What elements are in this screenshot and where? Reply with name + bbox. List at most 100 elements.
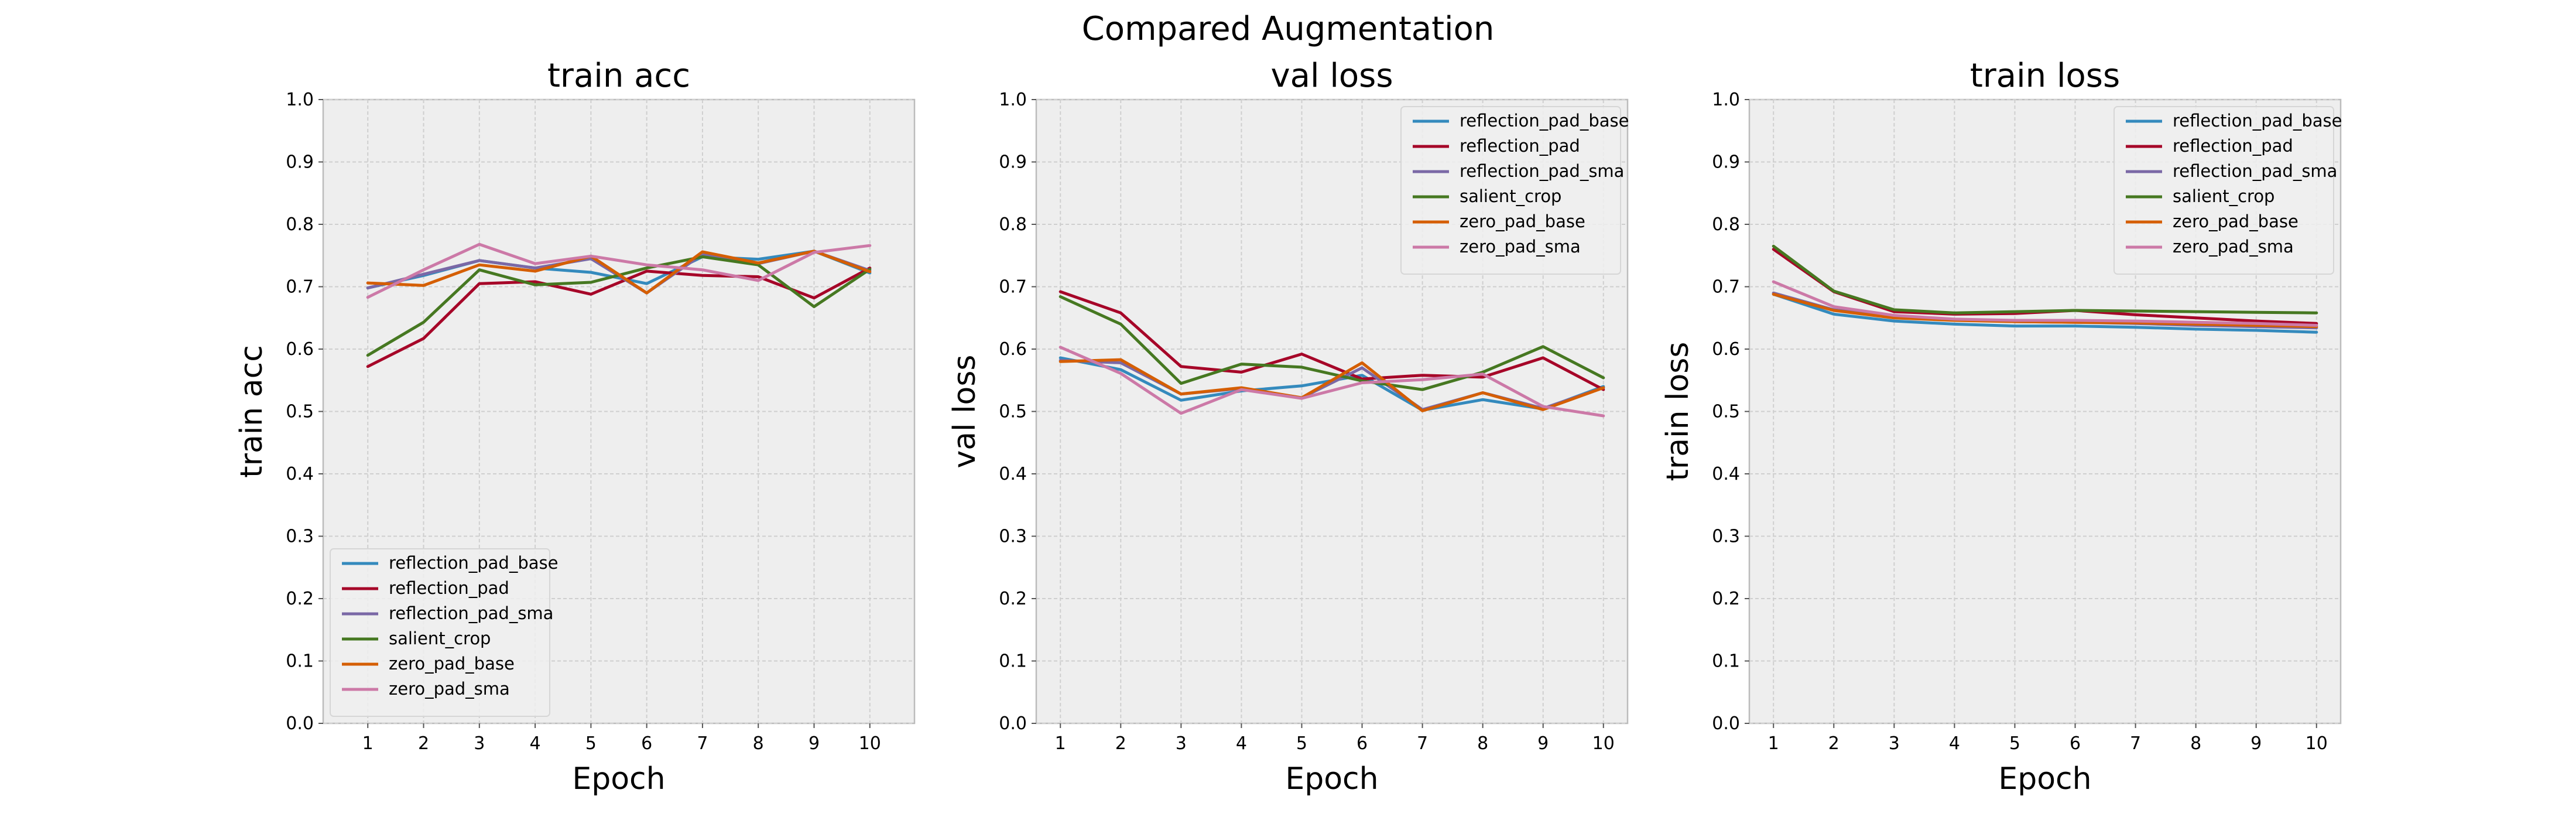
x-tick-label: 7 (697, 733, 708, 754)
x-tick-label: 7 (1417, 733, 1428, 754)
legend-label-reflection-pad-sma: reflection_pad_sma (1460, 161, 1624, 181)
y-tick-label: 0.3 (1712, 527, 1740, 547)
legend: reflection_pad_base reflection_padreflect… (1400, 106, 1629, 275)
x-tick-label: 5 (2009, 733, 2020, 754)
x-tick-label: 4 (1949, 733, 1960, 754)
legend-label-reflection-pad-sma: reflection_pad_sma (2173, 161, 2337, 181)
y-tick-label: 0.5 (1712, 402, 1740, 422)
x-tick-label: 10 (2306, 733, 2328, 754)
chart-val-loss: 0.0 0.1 0.2 0.3 0.4 0.5 0.6 0.7 0.8 0.9 1.0 1 2 3 4 5 6 7… (947, 57, 1629, 797)
chart-train-loss: 0.0 0.1 0.2 0.3 0.4 0.5 0.6 0.7 0.8 0.9 1.0 1 2 3 4 5 6 7… (1660, 57, 2342, 797)
x-tick-label: 3 (1176, 733, 1187, 754)
legend-label-zero-pad-sma: zero_pad_sma (389, 679, 510, 699)
y-tick-label: 0.7 (1712, 277, 1740, 298)
y-tick-label: 0.9 (1712, 152, 1740, 173)
legend-label-salient-crop: salient_crop (2173, 186, 2274, 206)
y-tick-label: 0.8 (999, 214, 1027, 235)
y-tick-label: 0.3 (286, 527, 314, 547)
y-tick-label: 0.2 (999, 589, 1027, 609)
y-tick-label: 0.0 (1712, 713, 1740, 734)
legend-label-reflection-pad-base: reflection_pad_base (389, 553, 558, 573)
legend-box (330, 548, 550, 717)
y-axis-label: train loss (1660, 341, 1695, 481)
x-tick-label: 9 (2250, 733, 2262, 754)
series-line-reflection-pad-base (1772, 292, 2318, 334)
y-tick-label: 1.0 (1712, 90, 1740, 110)
legend-label-reflection-pad-sma: reflection_pad_sma (389, 603, 553, 623)
y-tick-label: 0.7 (286, 277, 314, 298)
legend-label-zero-pad-sma: zero_pad_sma (1460, 237, 1581, 257)
x-axis-label: Epoch (1285, 761, 1378, 797)
y-tick-label: 0.4 (999, 464, 1027, 484)
series-line-salient-crop (1059, 295, 1605, 391)
x-tick-label: 6 (2070, 733, 2081, 754)
legend-label-zero-pad-base: zero_pad_base (2173, 211, 2298, 231)
y-tick-label: 0.4 (286, 464, 314, 484)
legend: reflection_pad_base reflection_padreflect… (330, 548, 558, 717)
x-tick-label: 2 (1828, 733, 1839, 754)
x-tick-label: 4 (1236, 733, 1247, 754)
x-tick-label: 1 (1055, 733, 1066, 754)
series-line-zero-pad-base (366, 250, 872, 295)
y-tick-label: 0.5 (286, 402, 314, 422)
y-tick-label: 0.5 (999, 402, 1027, 422)
figure-title: Compared Augmentation (1082, 10, 1495, 48)
x-tick-label: 9 (809, 733, 820, 754)
x-tick-label: 9 (1537, 733, 1549, 754)
y-tick-label: 0.1 (999, 651, 1027, 672)
y-tick-label: 0.7 (999, 277, 1027, 298)
series-line-salient-crop (1772, 244, 2318, 315)
x-tick-label: 4 (530, 733, 541, 754)
x-tick-label: 6 (641, 733, 652, 754)
y-tick-label: 0.8 (1712, 214, 1740, 235)
x-tick-label: 2 (418, 733, 429, 754)
series-line-zero-pad-sma (1772, 280, 2318, 327)
y-tick-label: 0.0 (999, 713, 1027, 734)
x-tick-label: 5 (1296, 733, 1307, 754)
y-tick-label: 0.0 (286, 713, 314, 734)
legend-label-reflection-pad: reflection_pad (1460, 136, 1580, 156)
legend-label-reflection-pad-base: reflection_pad_base (2173, 111, 2342, 131)
x-tick-label: 8 (1477, 733, 1488, 754)
chart-title: train acc (547, 57, 690, 95)
x-tick-label: 8 (2190, 733, 2201, 754)
chart-train-acc: 0.0 0.1 0.2 0.3 0.4 0.5 0.6 0.7 0.8 0.9 1.0 1 2 3 4 5 6 7… (234, 57, 916, 797)
series-line-reflection-pad (1059, 290, 1605, 391)
legend-label-reflection-pad: reflection_pad (2173, 136, 2293, 156)
x-tick-label: 10 (1592, 733, 1615, 754)
x-tick-label: 1 (1768, 733, 1779, 754)
series-line-zero-pad-sma (366, 242, 872, 299)
legend-label-zero-pad-base: zero_pad_base (1460, 211, 1585, 231)
x-tick-label: 5 (585, 733, 597, 754)
y-tick-label: 1.0 (286, 90, 314, 110)
x-axis-label: Epoch (572, 761, 665, 797)
x-tick-label: 2 (1115, 733, 1126, 754)
chart-title: val loss (1271, 57, 1393, 95)
y-tick-label: 0.9 (286, 152, 314, 173)
y-tick-label: 0.1 (1712, 651, 1740, 672)
plots-container: 0.0 0.1 0.2 0.3 0.4 0.5 0.6 0.7 0.8 0.9 1.0 1 2 3 4 5 6 7… (234, 57, 2342, 797)
x-axis-label: Epoch (1998, 761, 2091, 797)
y-tick-label: 0.6 (1712, 339, 1740, 360)
legend-label-zero-pad-sma: zero_pad_sma (2173, 237, 2294, 257)
x-tick-label: 7 (2130, 733, 2141, 754)
y-tick-label: 0.3 (999, 527, 1027, 547)
x-tick-label: 10 (859, 733, 881, 754)
x-tick-label: 6 (1356, 733, 1368, 754)
x-tick-label: 3 (474, 733, 485, 754)
y-tick-label: 0.6 (286, 339, 314, 360)
series-line-zero-pad-base (1772, 292, 2318, 329)
legend: reflection_pad_base reflection_padreflect… (2113, 106, 2342, 275)
y-axis-label: train acc (234, 345, 269, 478)
legend-label-reflection-pad-base: reflection_pad_base (1460, 111, 1629, 131)
legend-label-zero-pad-base: zero_pad_base (389, 654, 515, 674)
x-tick-label: 1 (362, 733, 374, 754)
legend-box (2113, 106, 2334, 275)
y-tick-label: 1.0 (999, 90, 1027, 110)
legend-label-salient-crop: salient_crop (1460, 186, 1561, 206)
series-line-zero-pad-base (1059, 358, 1605, 412)
x-tick-label: 3 (1889, 733, 1900, 754)
legend-label-reflection-pad: reflection_pad (389, 578, 509, 598)
series-line-zero-pad-sma (1059, 346, 1605, 418)
